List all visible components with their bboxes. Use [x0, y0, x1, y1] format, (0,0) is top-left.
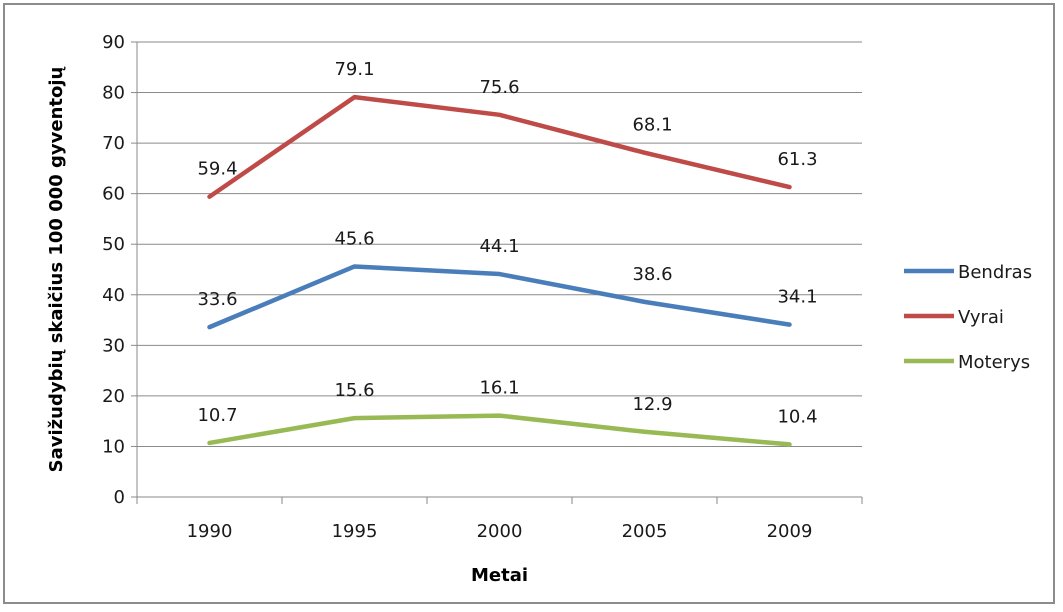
- series-lines: [207, 94, 792, 447]
- series-line-moterys: [207, 413, 792, 447]
- y-tick-label: 30: [102, 335, 125, 356]
- data-label-vyrai: 61.3: [777, 149, 817, 170]
- x-tick-label: 1995: [332, 521, 378, 542]
- gridlines: [137, 41, 862, 447]
- data-label-bendras: 44.1: [479, 236, 519, 257]
- y-tick-label: 10: [102, 436, 125, 457]
- x-tick-label: 2009: [767, 521, 813, 542]
- data-label-vyrai: 79.1: [334, 59, 374, 80]
- y-tick-label: 0: [114, 487, 125, 508]
- x-axis-title: Metai: [471, 565, 528, 586]
- series-line-bendras: [207, 264, 792, 330]
- data-label-bendras: 34.1: [777, 287, 817, 308]
- y-tick-label: 60: [102, 184, 125, 205]
- data-labels: 33.6 45.6 44.1 38.6 34.1 59.4 79.1 75.6 68.1 61.3…: [197, 59, 817, 427]
- legend-label-vyrai: Vyrai: [958, 307, 1004, 328]
- series-line-vyrai: [207, 94, 792, 199]
- y-tick-label: 50: [102, 234, 125, 255]
- y-axis-title: Savižudybių skaičius 100 000 gyventojų: [46, 66, 67, 472]
- data-label-bendras: 33.6: [197, 289, 237, 310]
- chart-frame: [3, 3, 1055, 604]
- data-label-moterys: 12.9: [632, 394, 672, 415]
- y-tick-label: 80: [102, 83, 125, 104]
- data-label-moterys: 15.6: [334, 380, 374, 401]
- x-tick-label: 2000: [477, 521, 523, 542]
- data-label-moterys: 10.7: [197, 405, 237, 426]
- y-tick-label: 20: [102, 386, 125, 407]
- legend-label-bendras: Bendras: [958, 262, 1032, 283]
- x-tick-label: 2005: [622, 521, 668, 542]
- y-tick-label: 70: [102, 133, 125, 154]
- axes: 0 10 20 30 40 50 60 70 80 90 1990 1995 2000 2005 2009: [102, 32, 863, 542]
- data-label-vyrai: 75.6: [479, 77, 519, 98]
- data-label-vyrai: 59.4: [197, 159, 237, 180]
- data-label-vyrai: 68.1: [632, 115, 672, 136]
- y-tick-label: 90: [102, 32, 125, 53]
- y-tick-label: 40: [102, 285, 125, 306]
- x-tick-label: 1990: [187, 521, 233, 542]
- legend-label-moterys: Moterys: [958, 352, 1030, 373]
- data-label-moterys: 10.4: [777, 406, 817, 427]
- data-label-bendras: 45.6: [334, 228, 374, 249]
- legend: Bendras Vyrai Moterys: [904, 262, 1032, 373]
- data-label-bendras: 38.6: [632, 264, 672, 285]
- data-label-moterys: 16.1: [479, 378, 519, 399]
